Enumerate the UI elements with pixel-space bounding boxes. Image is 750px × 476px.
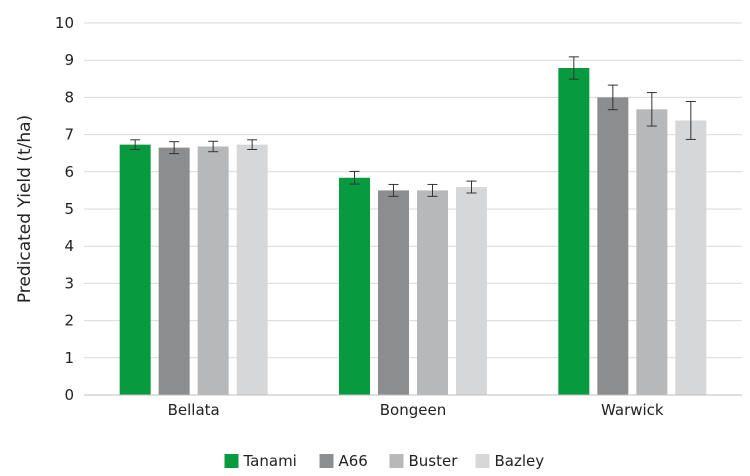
y-tick-label: 3 (64, 274, 74, 292)
error-bar (247, 139, 258, 150)
legend-label: Buster (409, 452, 459, 470)
y-tick-label: 10 (55, 14, 74, 32)
legend: Tanami A66 Buster Bazley (224, 452, 545, 470)
legend-swatch (319, 454, 334, 468)
bar-tanami-warwick (558, 68, 590, 396)
y-tick-label: 0 (64, 386, 74, 404)
bar-a66-warwick (597, 97, 629, 396)
legend-label: Bazley (495, 452, 545, 470)
legend-item-tanami: Tanami (224, 452, 297, 470)
legend-label: Tanami (243, 452, 297, 470)
error-bar (130, 139, 141, 150)
bar-tanami-bongeen (339, 177, 370, 395)
legend-label: A66 (339, 452, 368, 470)
bar-tanami-bellata (119, 144, 151, 395)
error-bar (388, 183, 399, 197)
error-bar (208, 140, 219, 153)
y-tick-label: 2 (64, 312, 74, 330)
y-tick-label: 5 (64, 200, 74, 218)
legend-item-bazley: Bazley (475, 452, 545, 470)
error-bar (349, 170, 360, 185)
error-bars (130, 56, 696, 197)
bar-bazley-bongeen (456, 187, 487, 395)
x-category-label: Warwick (601, 401, 664, 419)
error-bar (427, 183, 438, 197)
gridlines (84, 22, 742, 359)
y-axis-label: Predicated Yield (t/ha) (15, 115, 35, 303)
x-category-label: Bongeen (380, 401, 446, 419)
legend-swatch (389, 454, 404, 468)
legend-swatch (224, 454, 239, 468)
y-tick-label: 4 (64, 237, 74, 255)
error-bar (607, 84, 618, 111)
error-bar (169, 141, 180, 155)
error-bar (685, 100, 696, 140)
legend-swatch (475, 454, 490, 468)
y-tick-label: 7 (64, 126, 74, 144)
bar-buster-bongeen (417, 190, 448, 395)
bar-buster-warwick (636, 109, 668, 395)
legend-item-a66: A66 (319, 452, 368, 470)
bars (119, 68, 707, 396)
bar-a66-bongeen (378, 190, 409, 395)
y-tick-label: 6 (64, 163, 74, 181)
y-tick-label: 8 (64, 88, 74, 106)
y-tick-label: 9 (64, 51, 74, 69)
y-axis-ticks: 0 1 2 3 4 5 6 7 8 9 10 (55, 14, 74, 404)
bar-buster-bellata (197, 146, 229, 395)
error-bar (466, 180, 477, 194)
x-category-label: Bellata (168, 401, 220, 419)
error-bar (646, 92, 657, 127)
legend-item-buster: Buster (389, 452, 459, 470)
bar-bazley-warwick (675, 120, 707, 396)
x-axis-categories: Bellata Bongeen Warwick (168, 401, 664, 419)
bar-bazley-bellata (236, 144, 268, 395)
bar-a66-bellata (158, 147, 190, 395)
y-tick-label: 1 (64, 349, 74, 367)
error-bar (568, 56, 579, 80)
